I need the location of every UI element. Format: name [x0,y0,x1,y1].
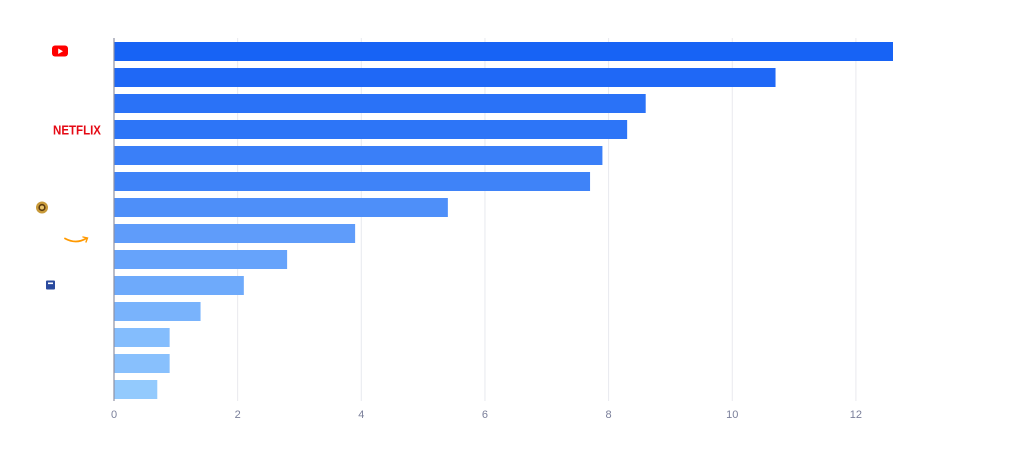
warner-bros-logo-icon [36,201,48,214]
bar [114,120,628,139]
bar [114,68,776,87]
x-axis-ticks: 0 2 4 6 8 10 12 [111,409,862,421]
square-app-logo-icon [46,280,55,290]
netflix-logo-icon: NETFLIX [53,123,101,138]
bar [114,172,591,191]
bar [114,276,244,295]
x-tick-label: 4 [358,409,364,421]
x-tick-label: 8 [606,409,612,421]
bar [114,302,201,321]
amazon-logo-icon [64,236,89,243]
youtube-logo-icon [52,45,68,57]
grid-lines [237,38,857,401]
category-logos: NETFLIX [36,45,101,290]
x-tick-label: 12 [850,409,862,421]
x-tick-label: 2 [235,409,241,421]
bar [114,146,603,165]
x-tick-label: 0 [111,409,117,421]
bars [114,42,893,399]
bar [114,328,170,347]
x-tick-label: 10 [726,409,738,421]
x-tick-label: 6 [482,409,488,421]
bar [114,224,356,243]
bar [114,250,288,269]
bar [114,42,893,61]
bar [114,354,170,373]
bar [114,380,158,399]
bar [114,94,646,113]
netflix-logo-text: NETFLIX [53,123,101,138]
bar [114,198,448,217]
